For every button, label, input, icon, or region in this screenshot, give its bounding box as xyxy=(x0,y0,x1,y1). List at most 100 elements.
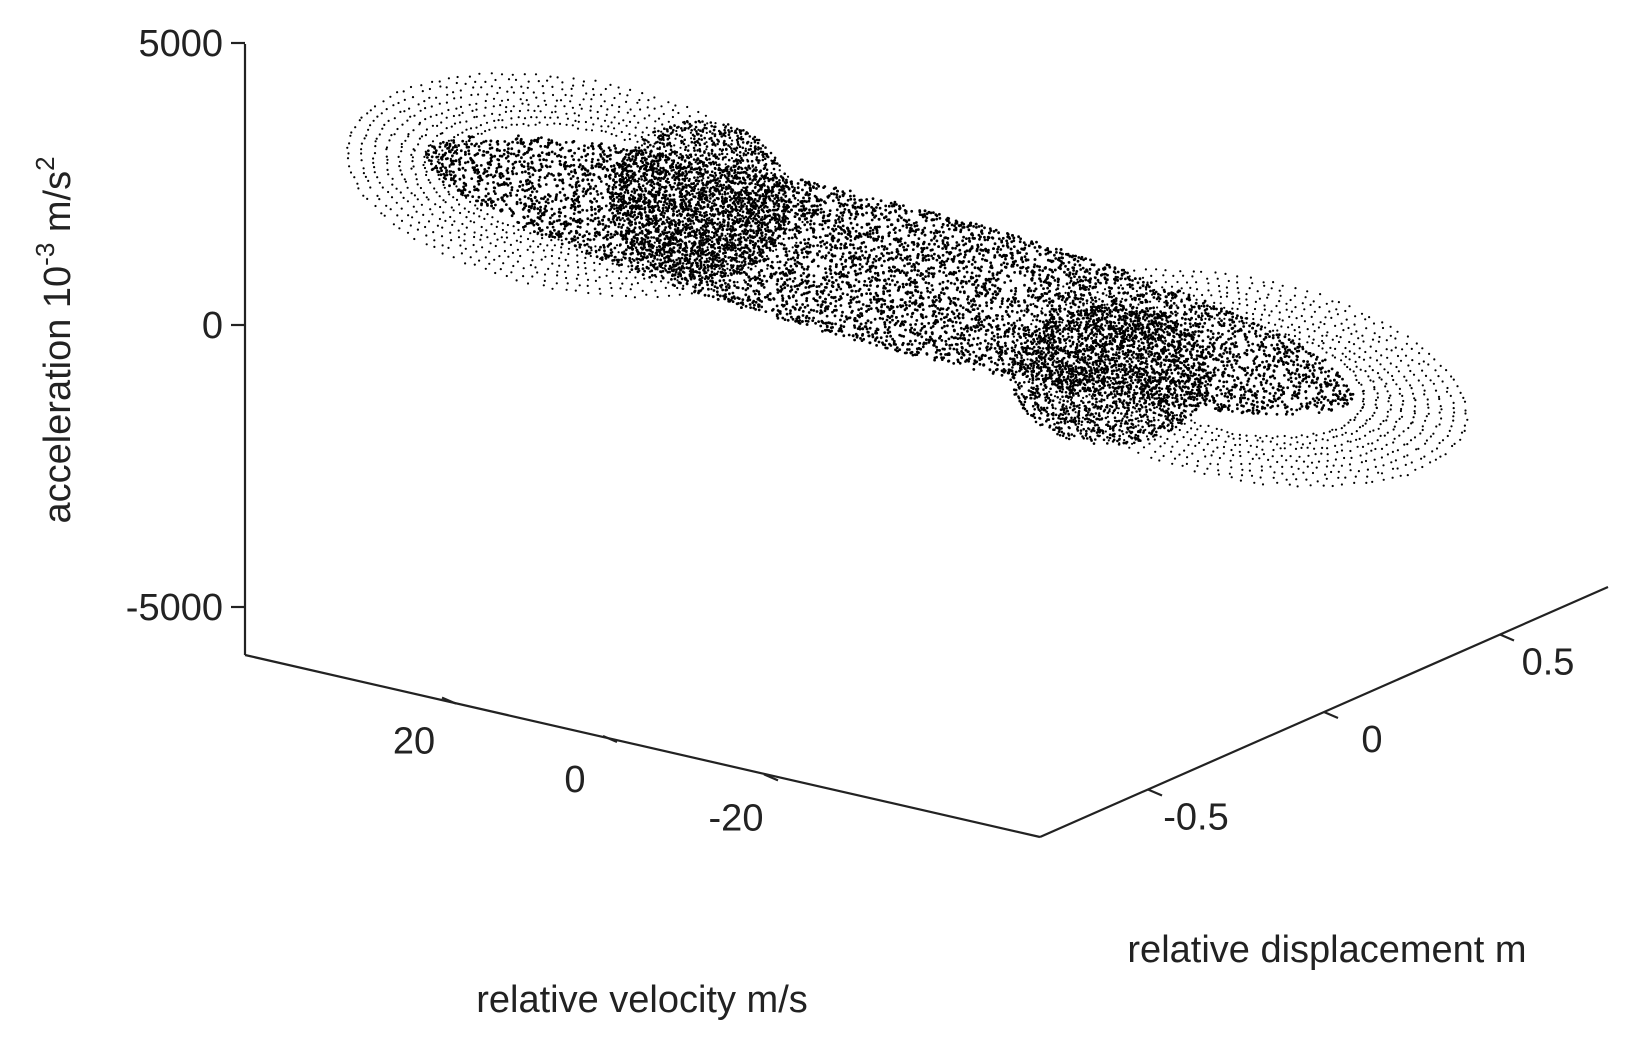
scatter-point xyxy=(726,209,729,213)
scatter-point xyxy=(862,283,866,287)
scatter-point xyxy=(1063,307,1067,311)
scatter-point xyxy=(606,168,610,172)
scatter-point xyxy=(576,225,580,229)
scatter-point xyxy=(921,345,925,349)
scatter-point xyxy=(724,281,727,285)
scatter-point xyxy=(949,281,953,285)
scatter-point xyxy=(1054,340,1057,344)
scatter-point xyxy=(1189,370,1192,374)
scatter-point xyxy=(946,279,950,283)
scatter-point xyxy=(872,237,875,241)
scatter-point xyxy=(779,285,783,288)
scatter-point xyxy=(537,212,540,215)
scatter-point xyxy=(551,225,555,229)
scatter-point xyxy=(546,198,550,201)
scatter-point xyxy=(574,185,578,189)
scatter-point xyxy=(1078,300,1082,304)
scatter-point xyxy=(1074,254,1077,258)
scatter-point xyxy=(803,208,807,212)
scatter-point xyxy=(992,319,995,322)
scatter-point xyxy=(570,154,574,158)
scatter-point xyxy=(615,172,619,175)
scatter-point xyxy=(1086,354,1090,358)
scatter-point xyxy=(914,288,917,292)
scatter-point xyxy=(956,332,960,336)
scatter-point xyxy=(977,356,981,360)
scatter-point xyxy=(1320,371,1323,374)
scatter-point xyxy=(1113,281,1117,285)
scatter-point xyxy=(590,144,593,148)
scatter-point xyxy=(502,199,506,203)
scatter-point xyxy=(764,310,768,313)
scatter-point xyxy=(591,157,594,161)
scatter-point xyxy=(1326,398,1330,402)
scatter-point xyxy=(749,277,753,281)
scatter-point xyxy=(623,191,627,194)
scatter-point xyxy=(722,279,726,282)
scatter-point xyxy=(672,193,676,197)
scatter-point xyxy=(841,292,845,295)
scatter-point xyxy=(839,318,842,322)
scatter-point xyxy=(938,269,941,273)
scatter-point xyxy=(1220,392,1224,396)
scatter-point xyxy=(599,245,602,249)
scatter-point xyxy=(919,272,923,275)
scatter-point xyxy=(771,187,774,191)
scatter-point xyxy=(734,205,738,209)
scatter-point xyxy=(553,212,556,216)
scatter-point xyxy=(551,200,554,203)
scatter-point xyxy=(1046,286,1049,290)
scatter-point xyxy=(1222,385,1225,388)
scatter-point xyxy=(559,148,562,152)
scatter-point xyxy=(596,158,600,162)
scatter-point xyxy=(581,235,585,239)
scatter-point xyxy=(744,304,748,308)
scatter-point xyxy=(1046,304,1049,307)
scatter-point xyxy=(990,337,994,341)
scatter-point xyxy=(581,208,584,212)
scatter-point xyxy=(911,353,915,357)
scatter-point xyxy=(567,231,571,235)
scatter-point xyxy=(1284,412,1288,416)
scatter-point xyxy=(885,335,889,338)
scatter-point xyxy=(1135,309,1138,313)
scatter-point xyxy=(721,199,724,203)
scatter-point xyxy=(994,290,997,294)
scatter-point xyxy=(535,190,539,193)
scatter-point xyxy=(940,312,944,316)
scatter-point xyxy=(955,277,959,280)
scatter-point xyxy=(1000,373,1004,377)
scatter-point xyxy=(1208,318,1211,321)
scatter-point xyxy=(1191,331,1195,334)
scatter-point xyxy=(1211,332,1215,336)
scatter-point xyxy=(791,268,795,271)
scatter-point xyxy=(1144,365,1148,369)
scatter-point xyxy=(877,235,880,239)
scatter-point xyxy=(1139,379,1143,382)
scatter-point xyxy=(881,317,885,321)
scatter-point xyxy=(526,215,530,218)
scatter-point xyxy=(824,300,827,304)
scatter-point xyxy=(1197,334,1201,338)
scatter-point xyxy=(930,238,933,242)
scatter-point xyxy=(966,350,970,353)
scatter-point xyxy=(881,341,884,345)
scatter-point xyxy=(1222,364,1226,367)
scatter-point xyxy=(902,204,905,208)
scatter-point xyxy=(841,224,845,228)
scatter-point xyxy=(854,229,858,233)
scatter-point xyxy=(1262,374,1266,378)
scatter-point xyxy=(545,158,548,162)
scatter-point xyxy=(1190,382,1194,386)
scatter-point xyxy=(1062,375,1066,379)
scatter-point xyxy=(776,288,779,291)
scatter-point xyxy=(818,250,821,253)
scatter-point xyxy=(1260,383,1263,387)
scatter-point xyxy=(954,222,958,225)
scatter-point xyxy=(947,296,951,300)
scatter-point xyxy=(968,344,972,348)
scatter-point xyxy=(802,247,806,251)
scatter-point xyxy=(1222,322,1226,325)
scatter-point xyxy=(1076,259,1080,263)
scatter-point xyxy=(1023,371,1027,374)
